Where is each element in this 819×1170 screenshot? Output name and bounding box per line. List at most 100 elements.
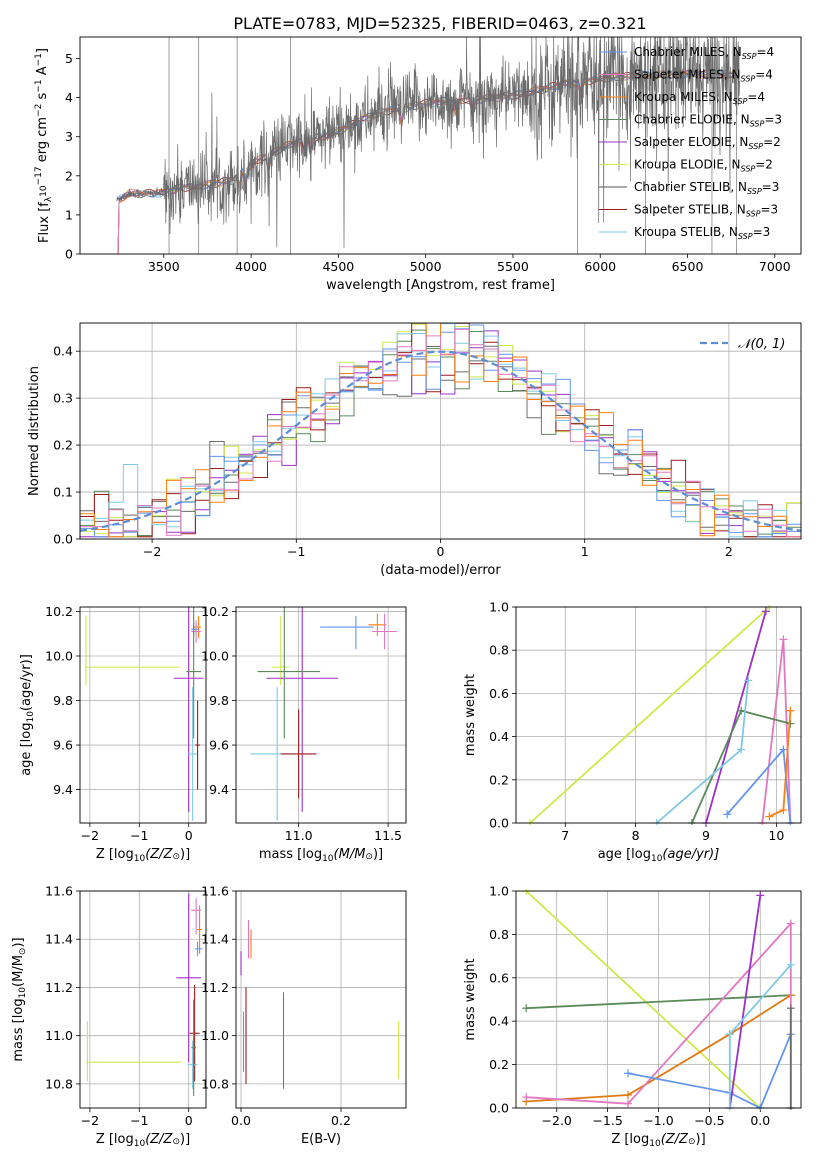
y-tick-label: 11.2 [45,980,73,995]
age-vs-mass-points [250,607,398,821]
x-tick-label: 3500 [148,259,180,274]
x-tick-label: 0.2 [331,1113,351,1128]
x-axis-label: Z [log10(Z/Z⊙)] [96,847,190,864]
x-tick-label: −1 [130,828,148,843]
y-tick-label: 0.6 [489,686,509,701]
y-tick-label: 10.0 [45,648,73,663]
y-tick-label: 0.3 [53,391,73,406]
y-tick-label: 9.6 [53,738,73,753]
x-tick-label: −2 [81,1113,99,1128]
y-tick-label: 0.0 [489,816,509,831]
normal-curve [80,350,801,532]
y-tick-label: 10.8 [45,1076,73,1091]
legend-entry: Salpeter MILES, NSSP=4 [634,68,773,84]
y-tick-label: 0.2 [489,1057,509,1072]
x-tick-label: 7000 [759,259,791,274]
y-tick-label: 0 [65,247,73,262]
y-tick-label: 0.0 [489,1101,509,1116]
y-tick-label: 11.4 [45,932,73,947]
legend-entry: Chabrier ELODIE, NSSP=3 [634,113,782,129]
y-tick-label: 0.4 [53,344,73,359]
series-line [627,1033,792,1110]
x-tick-label: 0 [185,828,193,843]
x-tick-label: −0.5 [694,1113,724,1128]
spectrum-panel: 3500 4000 4500 5000 5500 6000 6500 7000 0 1 2 3 4 5 wa… [34,36,802,293]
y-tick-label: 11.0 [45,1028,73,1043]
x-axis-label: wavelength [Angstrom, rest frame] [326,278,555,293]
mass-vs-ebv-panel: 0.0 0.2 10.8 11.0 11.2 11.4 11.6 E(B-V) [201,884,407,1147]
y-axis-label: Flux [fλ10−17 erg cm−2 s−1 A−1] [34,48,54,243]
x-tick-label: 0 [437,544,445,559]
x-axis-label: E(B-V) [301,1132,341,1147]
series-line [728,895,762,1109]
series-line [526,994,791,1010]
x-tick-label: 11.5 [374,828,402,843]
data-spectrum-line [116,37,740,249]
axes-frame [235,890,407,1109]
x-tick-label: 0.0 [750,1113,770,1128]
y-tick-label: 0.4 [489,1014,509,1029]
y-tick-label: 5 [65,51,73,66]
x-tick-label: 6500 [672,259,704,274]
x-axis-label: Z [log10(Z/Z⊙)] [611,1132,705,1149]
histogram-step [80,328,801,538]
age-vs-Z-points [84,607,204,821]
x-axis-label: mass [log10(M/M⊙)] [259,847,383,864]
y-tick-label: 0.2 [53,438,73,453]
spectrum-lines [114,37,740,254]
series-line [526,994,792,1103]
y-tick-label: 10.8 [201,1076,229,1091]
histogram-step [80,324,801,538]
y-tick-label: 0.6 [489,970,509,985]
x-axis-label: (data-model)/error [380,563,501,578]
mass-vs-Z-panel: −2 −1 0 10.8 11.0 11.2 11.4 11.6 Z [log10(Z/Z⊙)]… [11,884,207,1149]
y-tick-label: 0.2 [489,772,509,787]
x-tick-label: 7 [561,828,569,843]
y-tick-label: 1 [65,207,73,222]
legend-entry: Kroupa STELIB, NSSP=3 [634,225,770,241]
legend-entry: Kroupa MILES, NSSP=4 [634,90,765,106]
axes-frame [515,606,802,824]
x-tick-label: 6000 [584,259,616,274]
y-tick-label: 10.2 [45,604,73,619]
series-line [691,709,791,824]
age-vs-Z-panel: −2 −1 0 9.4 9.6 9.8 10.0 10.2 Z [log10(Z/Z⊙)] age… [19,604,207,864]
x-tick-label: −2.0 [542,1113,572,1128]
x-tick-label: 9 [702,828,710,843]
y-tick-label: 9.6 [209,738,229,753]
y-tick-label: 3 [65,129,73,144]
y-axis-label: mass weight [463,958,478,1040]
x-tick-label: −1.5 [592,1113,622,1128]
y-tick-label: 11.4 [201,932,229,947]
axes-frame [79,890,207,1109]
legend-entry: Salpeter STELIB, NSSP=3 [634,203,778,219]
y-tick-label: 1.0 [489,600,509,615]
legend-entry: 𝒩(0, 1) [738,337,785,352]
y-tick-label: 9.8 [209,693,229,708]
legend-entry: Chabrier MILES, NSSP=4 [634,45,774,61]
y-tick-label: 9.4 [53,782,73,797]
y-axis-label: mass [log10(M/M⊙)] [11,937,28,1061]
x-tick-label: 2 [725,544,733,559]
age-vs-mass-panel: 11.0 11.5 9.4 9.6 9.8 10.0 10.2 mass [log10(M/M… [201,604,407,864]
axes-frame [79,322,802,540]
residuals-hists [80,323,801,538]
x-tick-label: −1 [287,544,305,559]
legend-entry: Salpeter ELODIE, NSSP=2 [634,135,781,151]
x-tick-label: 4000 [235,259,267,274]
residuals-panel: −2 −1 0 1 2 0.0 0.1 0.2 0.3 0.4 (data-model)/error… [27,322,802,578]
y-tick-label: 9.4 [209,782,229,797]
y-tick-label: 0.8 [489,927,509,942]
axes-frame [79,606,207,824]
y-axis-label: mass weight [463,674,478,756]
axes-frame [79,36,802,255]
x-axis-label: age [log10(age/yr)] [598,847,720,864]
histogram-step [80,323,801,538]
x-tick-label: 11.0 [285,828,313,843]
mass-weight-vs-Z-panel: −2.0 −1.5 −1.0 −0.5 0.0 0.0 0.2 0.4 0.6 0.8 1.0 Z [… [463,884,802,1149]
mass-vs-ebv-points [240,919,400,1089]
x-tick-label: 0 [185,1113,193,1128]
series-line [525,890,761,1109]
y-tick-label: 10.2 [201,604,229,619]
